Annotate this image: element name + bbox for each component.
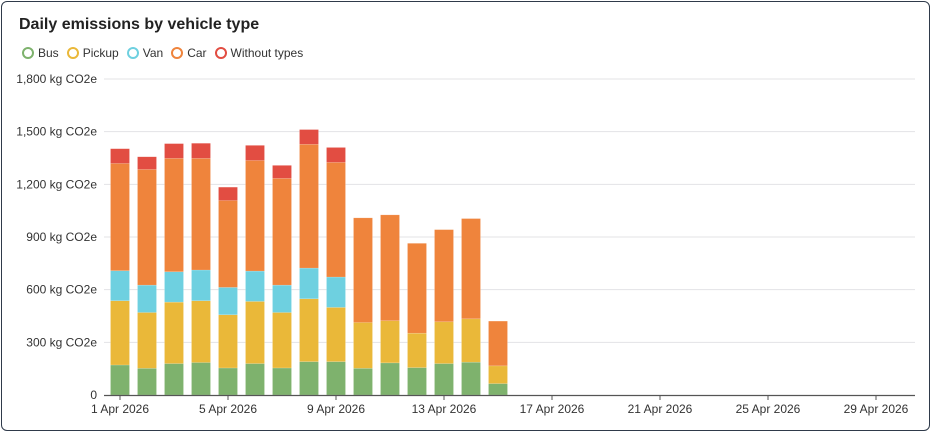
x-tick-label: 1 Apr 2026 [91,402,149,416]
legend-item[interactable]: Without types [214,46,304,60]
bar-segment-car [326,162,346,278]
bar-segment-pickup [164,301,184,364]
bar-segment-car [488,320,508,367]
bar-segment-van [218,287,238,316]
bar-segment-bus [218,367,238,396]
bar-segment-without-types [218,186,238,201]
bar-segment-bus [110,364,130,396]
bar-segment-pickup [407,332,427,368]
bar-segment-car [380,214,400,321]
bar-segment-without-types [245,145,265,161]
bar-segment-car [110,163,130,271]
bar-segment-pickup [488,365,508,384]
bar-segment-car [164,158,184,273]
bar-segment-without-types [299,129,319,145]
bar-segment-bus [407,367,427,396]
x-tick-label: 9 Apr 2026 [307,402,365,416]
legend-item[interactable]: Bus [22,46,59,60]
legend-marker-icon [126,47,139,59]
legend-item[interactable]: Van [126,46,164,60]
bar-segment-car [461,218,481,320]
legend-label: Van [142,46,164,60]
bar-segment-pickup [461,318,481,363]
bar-segment-van [326,276,346,308]
bar-segment-pickup [299,298,319,362]
bar-segment-bus [191,362,211,396]
x-tick-label: 21 Apr 2026 [628,402,693,416]
legend-marker-icon [22,47,34,59]
y-tick-label: 1,500 kg CO2e [16,125,97,139]
bar-segment-bus [299,361,319,396]
legend-label: Car [187,46,207,60]
bar-segment-bus [164,363,184,396]
bar-segment-without-types [110,148,130,164]
bar-segment-car [407,243,427,334]
bar-segment-van [110,270,130,301]
bar-segment-car [299,144,319,269]
bar-segment-bus [137,368,157,396]
bar-segment-pickup [272,312,292,369]
bar-segment-car [137,169,157,286]
legend-marker-icon [214,47,227,59]
bar-segment-pickup [353,322,373,369]
bar-segment-bus [326,361,346,396]
bar-segment-car [218,200,238,288]
bar-segment-pickup [191,300,211,363]
bar-segment-van [137,284,157,313]
bar-segment-van [164,271,184,303]
legend-marker-icon [171,47,184,59]
bar-segment-pickup [110,300,130,366]
bar-segment-without-types [326,147,346,163]
bar-segment-car [272,178,292,286]
y-tick-label: 600 kg CO2e [26,283,97,297]
bar-segment-van [191,269,211,301]
x-tick-label: 17 Apr 2026 [520,402,585,416]
bar-segment-bus [353,368,373,396]
y-tick-label: 300 kg CO2e [26,335,97,349]
bar-segment-van [272,284,292,313]
y-tick-label: 0 [90,388,97,402]
legend-marker-icon [66,47,79,59]
y-tick-label: 1,200 kg CO2e [16,177,97,191]
bar-segment-car [434,229,454,323]
x-tick-label: 5 Apr 2026 [199,402,257,416]
bar-segment-van [299,267,319,300]
x-tick-label: 13 Apr 2026 [412,402,477,416]
bar-segment-pickup [326,307,346,362]
legend: Bus Pickup Van Car Without types [22,46,303,60]
bar-segment-bus [461,361,481,396]
legend-label: Pickup [82,46,119,60]
bar-segment-bus [245,363,265,396]
bar-segment-without-types [272,165,292,179]
y-tick-label: 900 kg CO2e [26,230,97,244]
chart-title: Daily emissions by vehicle type [19,16,260,33]
y-tick-label: 1,800 kg CO2e [16,72,97,86]
bar-segment-bus [434,363,454,396]
bar-segment-pickup [245,301,265,364]
bar-segment-van [245,270,265,302]
bar-segment-car [353,217,373,323]
bar-segment-pickup [380,320,400,364]
x-tick-label: 25 Apr 2026 [736,402,801,416]
legend-label: Without types [230,46,304,60]
bar-segment-pickup [137,312,157,369]
bar-segment-bus [272,367,292,396]
bar-segment-car [191,158,211,271]
legend-item[interactable]: Car [171,46,207,60]
bar-segment-pickup [218,314,238,369]
legend-item[interactable]: Pickup [66,46,119,60]
x-tick-label: 29 Apr 2026 [844,402,909,416]
bar-segment-without-types [191,143,211,159]
bar-segment-bus [380,362,400,396]
bar-segment-without-types [164,143,184,159]
bar-segment-pickup [434,321,454,364]
bar-segment-bus [488,383,508,396]
bar-segment-without-types [137,156,157,170]
bar-segment-car [245,160,265,272]
legend-label: Bus [38,46,59,60]
